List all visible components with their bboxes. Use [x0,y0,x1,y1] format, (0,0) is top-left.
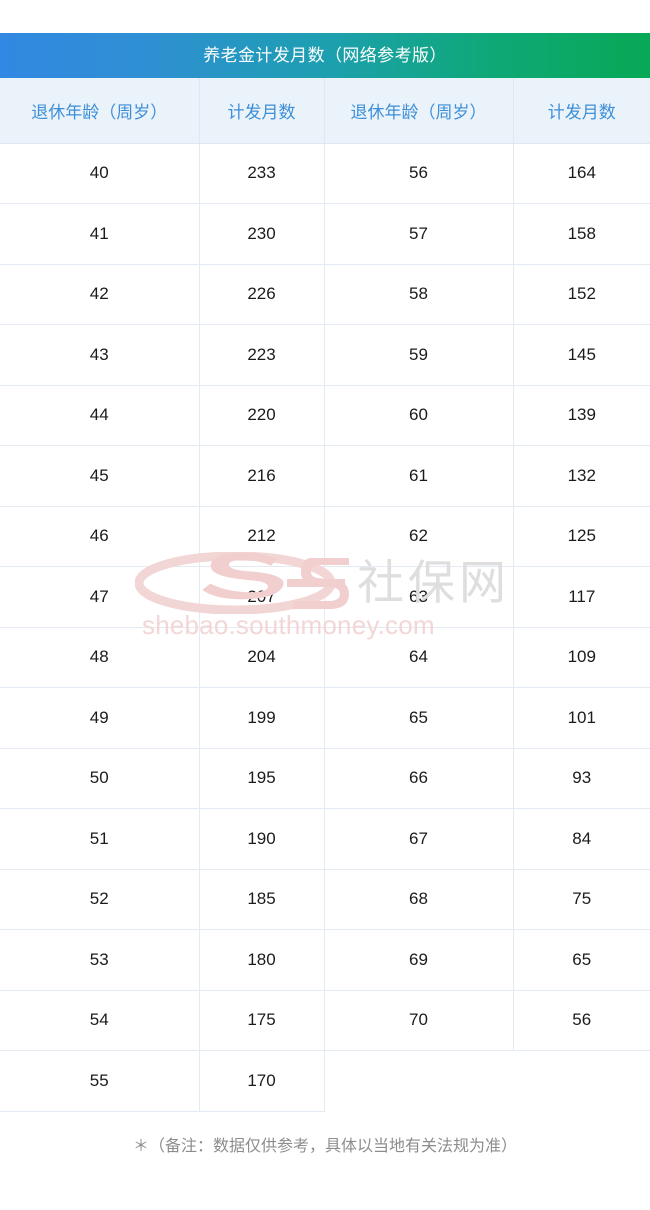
table-cell: 61 [324,445,514,507]
table-cell: 59 [324,324,514,386]
table-row: 54 175 70 56 [0,990,650,1051]
footer-note: ＊（备注：数据仅供参考，具体以当地有关法规为准） [132,1138,517,1155]
table-row: 49 199 65 101 [0,687,650,749]
table-header: 退休年龄（周岁） 计发月数 退休年龄（周岁） 计发月数 [0,78,650,144]
table-cell: 101 [513,687,650,749]
table-cell: 226 [199,264,325,325]
table-cell: 175 [199,990,325,1051]
table-cell: 45 [0,445,200,507]
table-cell-empty [513,1051,650,1112]
table-title-bar: 养老金计发月数（网络参考版） [0,33,650,78]
table-cell: 158 [513,203,650,265]
table-cell: 152 [513,264,650,325]
table-cell: 65 [513,929,650,991]
table-cell: 84 [513,808,650,870]
table-cell: 125 [513,506,650,567]
table-cell: 195 [199,748,325,809]
table-row: 48 204 64 109 [0,627,650,688]
table-row: 40 233 56 164 [0,143,650,204]
table-cell: 216 [199,445,325,507]
table-cell: 180 [199,929,325,991]
table-body: 40 233 56 164 41 230 57 158 42 226 58 152 43 223 59 145… [0,143,650,1112]
table-cell: 117 [513,566,650,628]
table-cell: 47 [0,566,200,628]
table-cell: 109 [513,627,650,688]
table-cell: 212 [199,506,325,567]
table-cell: 185 [199,869,325,930]
table-cell: 41 [0,203,200,265]
table-row: 46 212 62 125 [0,506,650,567]
table-cell: 220 [199,385,325,446]
table-header-row: 退休年龄（周岁） 计发月数 退休年龄（周岁） 计发月数 [0,78,650,144]
column-header-months-right: 计发月数 [513,78,650,144]
table-cell: 145 [513,324,650,386]
table-cell: 69 [324,929,514,991]
table-cell: 40 [0,143,200,204]
table-cell: 190 [199,808,325,870]
table-cell: 52 [0,869,200,930]
page-title: 养老金计发月数（网络参考版） [203,46,447,65]
table-cell: 132 [513,445,650,507]
table-cell: 58 [324,264,514,325]
table-cell: 63 [324,566,514,628]
table-row: 41 230 57 158 [0,203,650,265]
table-cell: 67 [324,808,514,870]
table-row: 44 220 60 139 [0,385,650,446]
table-cell: 43 [0,324,200,386]
column-header-months-left: 计发月数 [199,78,325,144]
table-cell: 62 [324,506,514,567]
table-cell: 223 [199,324,325,386]
table-cell: 207 [199,566,325,628]
table-cell: 56 [324,143,514,204]
table-cell: 56 [513,990,650,1051]
table-cell: 42 [0,264,200,325]
table-cell: 48 [0,627,200,688]
table-cell: 65 [324,687,514,749]
table-cell: 51 [0,808,200,870]
table-cell: 230 [199,203,325,265]
table-cell: 66 [324,748,514,809]
table-row: 52 185 68 75 [0,869,650,930]
table-cell: 55 [0,1050,200,1112]
table-cell: 93 [513,748,650,809]
table-cell: 57 [324,203,514,265]
table-cell: 68 [324,869,514,930]
table-cell: 49 [0,687,200,749]
table-row: 55 170 [0,1050,650,1112]
table-cell: 60 [324,385,514,446]
table-cell: 204 [199,627,325,688]
table-row: 42 226 58 152 [0,264,650,325]
table-cell: 75 [513,869,650,930]
table-row: 51 190 67 84 [0,808,650,870]
table-row: 50 195 66 93 [0,748,650,809]
table-cell: 70 [324,990,514,1051]
column-header-retirement-age-left: 退休年龄（周岁） [0,78,200,144]
table-cell: 46 [0,506,200,567]
table-row: 53 180 69 65 [0,929,650,991]
table-cell: 164 [513,143,650,204]
table-row: 47 207 63 117 [0,566,650,628]
column-header-retirement-age-right: 退休年龄（周岁） [324,78,514,144]
table-cell: 170 [199,1050,325,1112]
table-row: 43 223 59 145 [0,324,650,386]
table-cell: 199 [199,687,325,749]
table-cell: 139 [513,385,650,446]
table-cell: 54 [0,990,200,1051]
table-cell: 44 [0,385,200,446]
table-cell-empty [324,1051,513,1112]
table-cell: 64 [324,627,514,688]
pension-months-table: 退休年龄（周岁） 计发月数 退休年龄（周岁） 计发月数 40 233 56 164 41… [0,78,650,1112]
table-row: 45 216 61 132 [0,445,650,507]
table-cell: 233 [199,143,325,204]
table-cell: 50 [0,748,200,809]
table-cell: 53 [0,929,200,991]
